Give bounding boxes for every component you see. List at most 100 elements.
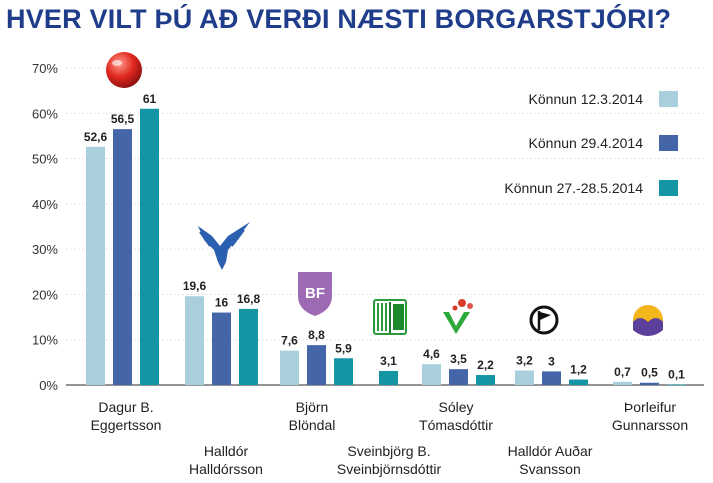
category-label: Sóley Tómasdóttir [419,399,493,433]
pirate-flag-icon [529,305,559,335]
category-label-line: Halldór Auðar [508,443,593,459]
bar [613,381,632,385]
legend-swatch [659,180,678,196]
ball-shape [106,52,142,88]
category-label: Björn Blöndal [289,399,336,433]
v-shape [443,312,470,334]
data-label: 0,5 [641,366,658,380]
category-label-line: Eggertsson [91,417,162,433]
category-label-line: Halldórsson [189,461,263,477]
rose-flower [467,303,473,309]
bf-shield-icon: BF [298,272,332,316]
data-label: 3 [548,354,555,368]
legend-label: Könnun 12.3.2014 [529,91,644,107]
falcon-shape [198,222,250,270]
y-tick-label: 60% [32,106,58,121]
bar [422,364,441,385]
category-label-line: Þorleifur [624,399,676,415]
bar [140,108,159,385]
bar [640,382,659,385]
data-label: 2,2 [477,358,494,372]
category-label-line: Blöndal [289,417,336,433]
rose-flower [458,299,466,307]
category-label-line: Tómasdóttir [419,417,493,433]
legend: Könnun 12.3.2014 Könnun 29.4.2014 Könnun 2… [504,91,678,196]
data-label: 16,8 [237,292,261,306]
ball-highlight [112,60,122,66]
y-tick-label: 40% [32,197,58,212]
y-tick-label: 20% [32,287,58,302]
category-label: Þorleifur Gunnarsson [612,399,688,433]
bar [379,370,398,385]
data-label: 3,5 [450,352,467,366]
category-label-line: Gunnarsson [612,417,688,433]
bf-logo-text: BF [305,285,325,302]
y-tick-label: 50% [32,152,58,167]
labels-layer: 52,656,5 61 19,6 16 16,8 7,6 8,8 5,9 3,1 4,6 3,5 2,… [84,92,688,477]
data-label: 3,2 [516,354,533,368]
data-label: 16 [215,296,229,310]
bar [307,345,326,385]
data-label: 8,8 [308,328,325,342]
category-label-line: Dagur B. [98,399,153,415]
data-label: 4,6 [423,347,440,361]
red-rose-ball-icon [106,52,142,88]
data-label: 52,6 [84,130,108,144]
bar [113,129,132,385]
data-label: 61 [143,92,157,106]
data-label: 19,6 [183,279,207,293]
rose-flower [452,305,458,311]
chart-title: HVER VILT ÞÚ AÐ VERÐI NÆSTI BORGARSTJÓRI… [6,4,672,34]
sunrise-icon [633,305,663,336]
bar [212,312,231,385]
data-label: 3,1 [380,354,397,368]
grid-layer: 0% 10% 20% 30% 40% 50% 60% 70% [32,61,704,393]
book-block [393,304,404,330]
legend-label: Könnun 29.4.2014 [529,135,644,151]
category-label: Sveinbjörg B. Sveinbjörnsdóttir [337,443,442,477]
data-label: 56,5 [111,112,135,126]
legend-swatch [659,135,678,151]
bar [86,146,105,385]
bar [542,371,561,385]
data-label: 0,1 [668,368,685,382]
sunrise-hills [633,318,663,336]
bar [667,384,686,386]
bar [280,350,299,385]
data-label: 1,2 [570,363,587,377]
book-icon [373,299,407,335]
shield-shape [298,272,332,316]
category-label-line: Sóley [438,399,473,415]
falcon-icon [198,222,250,270]
category-label-line: Sveinbjörg B. [347,443,430,459]
category-label-line: Sveinbjörnsdóttir [337,461,442,477]
data-label: 5,9 [335,341,352,355]
bar [449,369,468,385]
y-tick-label: 10% [32,333,58,348]
logos-layer: BF [106,52,663,336]
category-label: Halldór Halldórsson [189,443,263,477]
data-label: 0,7 [614,365,631,379]
green-v-icon [443,299,473,334]
legend-label: Könnun 27.-28.5.2014 [504,180,643,196]
category-label-line: Svansson [519,461,580,477]
y-tick-label: 30% [32,242,58,257]
y-tick-label: 0% [39,378,58,393]
category-label: Halldór Auðar Svansson [508,443,593,477]
falcon-feathers [199,229,245,247]
bars-layer [86,108,686,386]
category-label: Dagur B. Eggertsson [91,399,162,433]
bar [185,296,204,385]
data-label: 7,6 [281,334,298,348]
bar [476,375,495,385]
pirate-circle [529,305,559,335]
bar [239,308,258,385]
category-label-line: Björn [296,399,329,415]
bar [569,379,588,385]
category-label-line: Halldór [204,443,249,459]
bar [334,358,353,385]
y-tick-label: 70% [32,61,58,76]
legend-swatch [659,91,678,107]
bar [515,370,534,385]
